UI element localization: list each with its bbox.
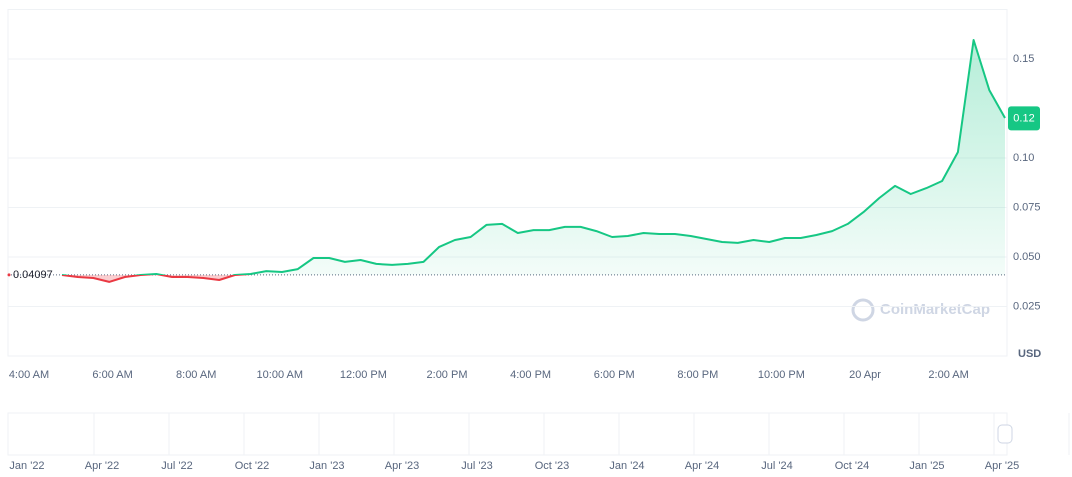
baseline-dot: [7, 273, 11, 277]
x-tick-label: 4:00 AM: [9, 369, 49, 381]
x-tick-label: 4:00 PM: [510, 369, 551, 381]
x-tick-label: 2:00 PM: [427, 369, 468, 381]
y-tick-label: 0.025: [1013, 300, 1041, 312]
navigator-label: Apr '25: [985, 460, 1020, 472]
currency-label: USD: [1018, 348, 1041, 360]
navigator-label: Jul '23: [461, 460, 492, 472]
price-badge-label: 0.12: [1013, 112, 1034, 124]
baseline-label: 0.04097: [13, 269, 53, 281]
navigator-label: Oct '24: [835, 460, 870, 472]
x-tick-label: 12:00 PM: [340, 369, 387, 381]
navigator-frame: [7, 412, 1008, 456]
navigator-label: Jul '24: [761, 460, 792, 472]
navigator-label: Oct '22: [235, 460, 270, 472]
price-area: [62, 40, 1005, 282]
x-tick-label: 10:00 AM: [257, 369, 303, 381]
watermark-text: CoinMarketCap: [880, 301, 990, 318]
y-tick-label: 0.075: [1013, 201, 1041, 213]
price-badge: [1008, 106, 1040, 131]
plot-frame: [7, 9, 1008, 357]
y-tick-label: 0.15: [1013, 53, 1034, 65]
navigator-label: Apr '23: [385, 460, 420, 472]
x-tick-label: 10:00 PM: [758, 369, 805, 381]
y-tick-label: 0.050: [1013, 251, 1041, 263]
navigator-handle[interactable]: [997, 424, 1013, 444]
navigator-label: Jan '24: [609, 460, 644, 472]
x-tick-label: 2:00 AM: [928, 369, 968, 381]
watermark: CoinMarketCap: [851, 298, 990, 322]
x-tick-label: 8:00 PM: [677, 369, 718, 381]
x-tick-label: 6:00 PM: [594, 369, 635, 381]
y-tick-label: 0.10: [1013, 152, 1034, 164]
x-tick-label: 20 Apr: [849, 369, 881, 381]
navigator-label: Apr '22: [85, 460, 120, 472]
navigator-label: Jan '23: [309, 460, 344, 472]
navigator-label: Oct '23: [535, 460, 570, 472]
navigator-label: Apr '24: [685, 460, 720, 472]
navigator-label: Jan '25: [909, 460, 944, 472]
x-tick-label: 6:00 AM: [92, 369, 132, 381]
x-tick-label: 8:00 AM: [176, 369, 216, 381]
navigator-label: Jan '22: [9, 460, 44, 472]
navigator-label: Jul '22: [161, 460, 192, 472]
price-line: [61, 39, 1006, 283]
